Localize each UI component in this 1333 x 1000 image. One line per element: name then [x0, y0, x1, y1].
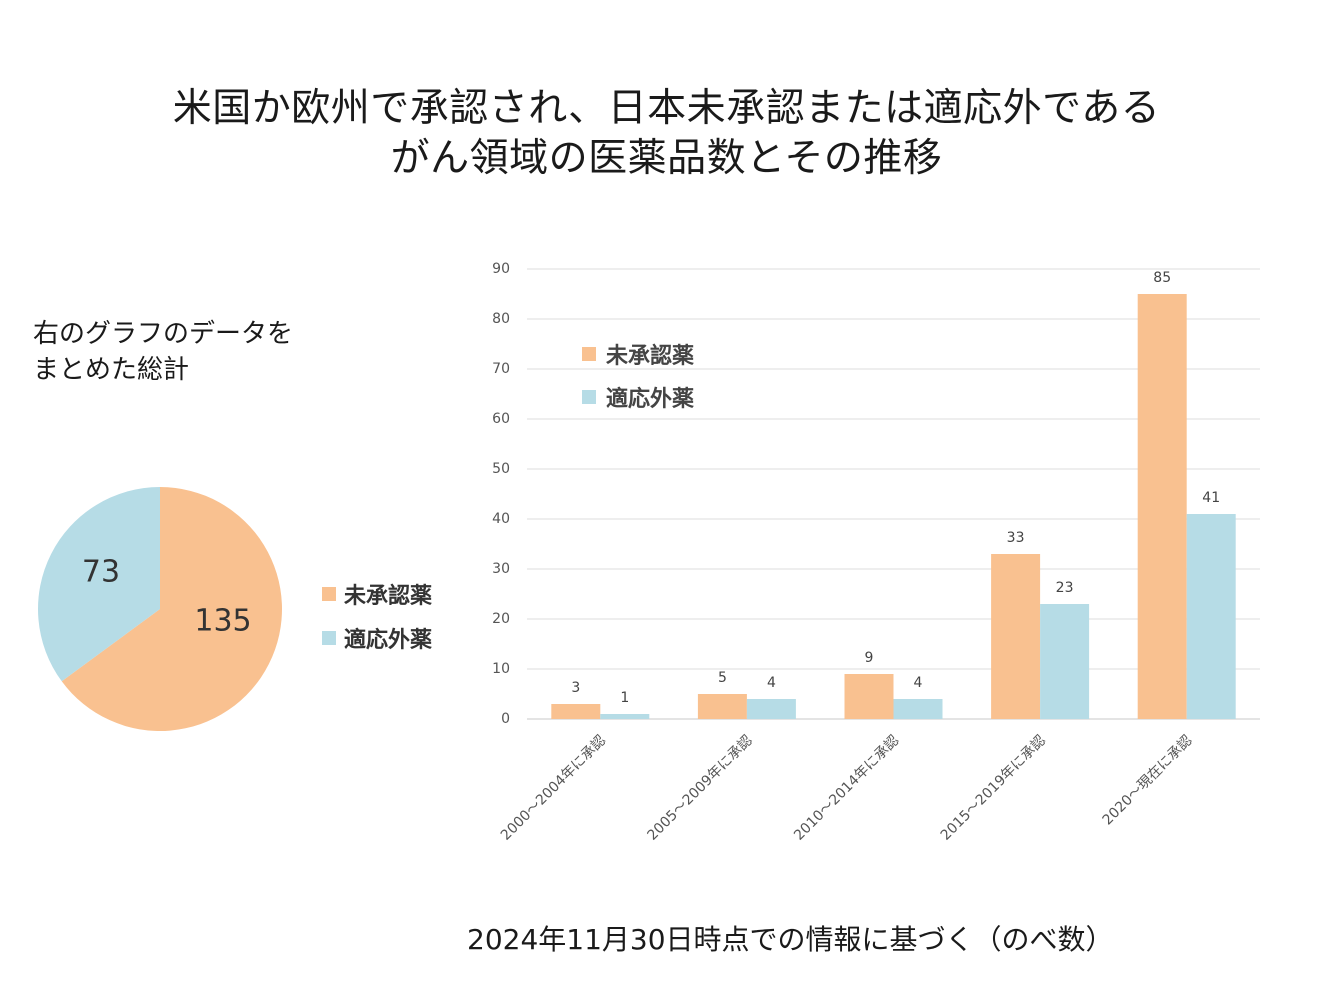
chart-title: 米国か欧州で承認され、日本未承認または適応外である がん領域の医薬品数とその推移 — [0, 84, 1333, 184]
data-label-offlabel-4: 23 — [1056, 580, 1074, 596]
pie-slice-2 — [37, 487, 161, 682]
bar-offlabel-4 — [1040, 604, 1090, 719]
chart-title-line1: 米国か欧州で承認され、日本未承認または適応外である — [172, 86, 1161, 131]
bar-legend-swatch-offlabel — [582, 390, 596, 404]
summary-pie-chart: 135 73 — [37, 487, 282, 731]
pie-legend-swatch-offlabel — [322, 631, 336, 645]
bar-offlabel-5 — [1186, 514, 1236, 719]
x-tick-label-1: 2000～2004年に承認 — [498, 733, 609, 844]
y-tick-label-60: 60 — [492, 411, 510, 427]
y-tick-label-80: 80 — [492, 311, 510, 327]
y-tick-label-40: 40 — [492, 511, 510, 527]
pie-value-label-1: 135 — [194, 604, 251, 639]
y-tick-label-90: 90 — [492, 261, 510, 277]
data-label-offlabel-3: 4 — [914, 675, 923, 691]
pie-legend-unapproved: 未承認薬 — [322, 578, 432, 610]
summary-caption-line2: まとめた総計 — [33, 355, 190, 385]
pie-value-label-2: 73 — [82, 555, 120, 590]
pie-legend-offlabel: 適応外薬 — [322, 622, 432, 654]
y-tick-label-30: 30 — [492, 561, 510, 577]
data-label-unapproved-3: 9 — [865, 650, 874, 666]
bar-unapproved-1 — [551, 704, 601, 719]
bar-chart: 0 10 20 30 40 50 60 70 80 90 3 1 2000～2004年に承認 5 4 2005… — [492, 261, 1260, 844]
data-label-unapproved-5: 85 — [1153, 270, 1171, 286]
data-label-offlabel-2: 4 — [767, 675, 776, 691]
y-tick-label-0: 0 — [501, 711, 510, 727]
bar-unapproved-5 — [1137, 294, 1187, 719]
x-tick-label-2: 2005～2009年に承認 — [645, 733, 756, 844]
bar-unapproved-4 — [991, 554, 1041, 719]
pie-legend-swatch-unapproved — [322, 587, 336, 601]
bar-legend-swatch-unapproved — [582, 347, 596, 361]
bar-offlabel-3 — [893, 699, 943, 719]
data-label-offlabel-1: 1 — [620, 690, 629, 706]
pie-slice-1 — [61, 487, 282, 731]
summary-caption-line1: 右のグラフのデータを — [33, 319, 294, 349]
y-tick-label-70: 70 — [492, 361, 510, 377]
data-label-offlabel-5: 41 — [1202, 490, 1220, 506]
x-tick-label-5: 2020～現在に承認 — [1100, 733, 1196, 829]
pie-legend-label-offlabel: 適応外薬 — [344, 628, 433, 653]
bar-legend-unapproved: 未承認薬 — [582, 338, 694, 370]
data-label-unapproved-2: 5 — [718, 670, 727, 686]
chart-title-line2: がん領域の医薬品数とその推移 — [390, 136, 943, 181]
bar-unapproved-2 — [697, 694, 747, 719]
y-tick-label-50: 50 — [492, 461, 510, 477]
x-tick-label-3: 2010～2014年に承認 — [791, 733, 902, 844]
summary-caption: 右のグラフのデータを まとめた総計 — [33, 316, 293, 388]
y-tick-label-20: 20 — [492, 611, 510, 627]
bar-legend-label-offlabel: 適応外薬 — [606, 387, 695, 412]
y-tick-label-10: 10 — [492, 661, 510, 677]
data-label-unapproved-4: 33 — [1007, 530, 1025, 546]
bar-offlabel-1 — [600, 714, 650, 719]
pie-legend-label-unapproved: 未承認薬 — [344, 584, 433, 609]
bar-legend-offlabel: 適応外薬 — [582, 381, 694, 413]
footnote: 2024年11月30日時点での情報に基づく（のべ数） — [467, 923, 1114, 956]
data-label-unapproved-1: 3 — [571, 680, 580, 696]
x-tick-label-4: 2015～2019年に承認 — [938, 733, 1049, 844]
bar-legend-label-unapproved: 未承認薬 — [606, 344, 695, 369]
bar-unapproved-3 — [844, 674, 894, 719]
bar-offlabel-2 — [746, 699, 796, 719]
